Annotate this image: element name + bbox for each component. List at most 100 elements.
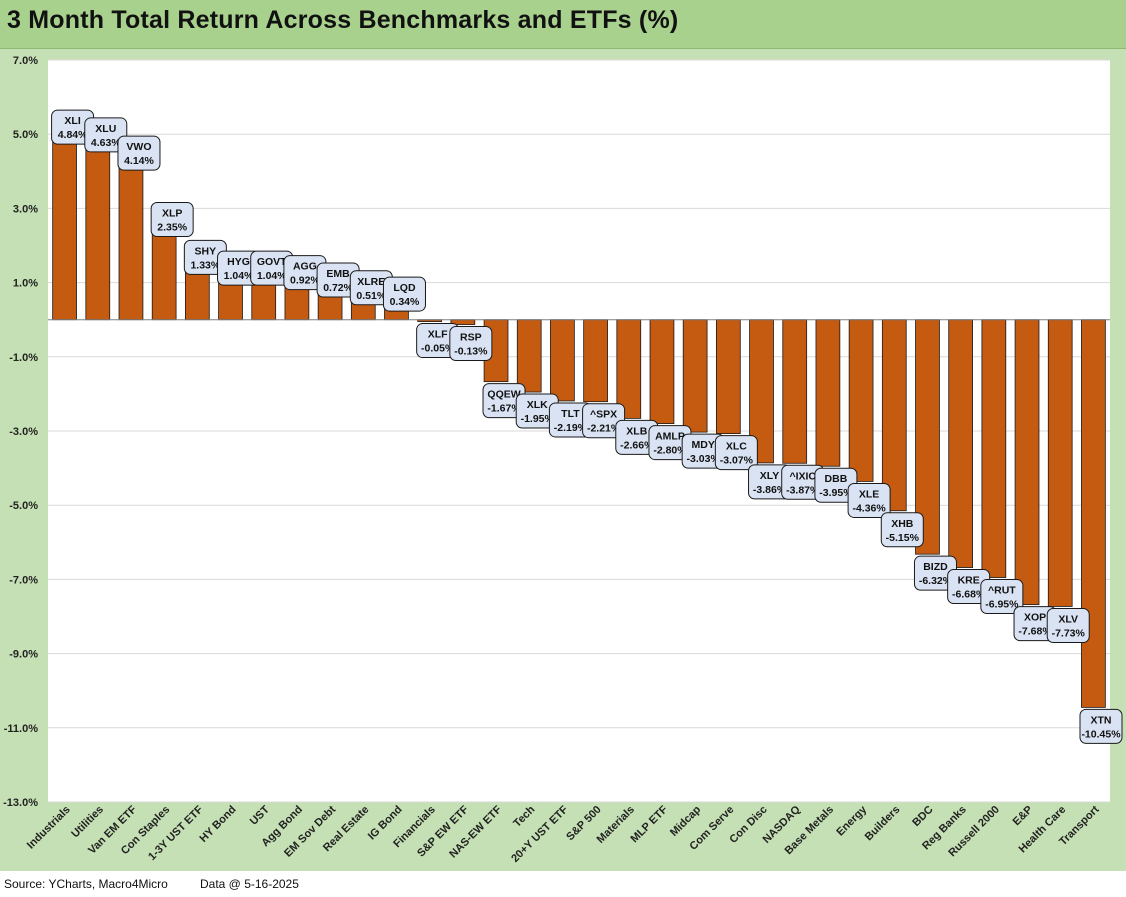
- x-tick-label: Builders: [863, 804, 903, 844]
- data-label-ticker: HYG: [227, 256, 250, 268]
- data-label: ^SPX -2.21%: [582, 403, 626, 439]
- data-label-value: -2.21%: [587, 423, 621, 435]
- data-label-ticker: TLT: [561, 408, 580, 420]
- bar: [782, 319, 808, 464]
- bar: [1081, 319, 1106, 708]
- data-label: AMLP -2.80%: [648, 425, 692, 461]
- data-label-ticker: XHB: [891, 518, 914, 530]
- data-label-value: -1.67%: [487, 403, 521, 415]
- data-label: SHY 1.33%: [183, 239, 227, 275]
- data-label: XLY -3.86%: [748, 464, 792, 500]
- data-label: XLU 4.63%: [84, 117, 128, 153]
- bar: [881, 319, 907, 512]
- data-label-value: 4.14%: [124, 155, 154, 167]
- data-label: XOP -7.68%: [1013, 606, 1057, 642]
- title-bar: 3 Month Total Return Across Benchmarks a…: [0, 0, 1126, 49]
- data-label-value: -3.87%: [786, 484, 820, 496]
- data-label-ticker: XLB: [626, 425, 647, 437]
- page-title: 3 Month Total Return Across Benchmarks a…: [7, 6, 679, 34]
- bar: [848, 319, 874, 482]
- data-label-box: [382, 276, 426, 312]
- data-label-value: -3.03%: [687, 453, 721, 465]
- data-label-value: 4.84%: [58, 129, 88, 141]
- bar: [251, 280, 277, 321]
- data-label: GOVT 1.04%: [250, 250, 294, 286]
- data-label-value: 1.33%: [190, 259, 220, 271]
- data-label-box: [980, 579, 1024, 615]
- data-label-ticker: XTN: [1091, 714, 1112, 726]
- bar: [583, 319, 608, 403]
- data-label: AGG 0.92%: [283, 255, 327, 291]
- data-label: XHB -5.15%: [880, 512, 924, 548]
- data-label-value: 1.04%: [224, 270, 254, 282]
- data-label-ticker: XLU: [95, 123, 116, 135]
- bar: [1047, 319, 1073, 607]
- data-label-value: -2.19%: [554, 422, 588, 434]
- data-label: XTN -10.45%: [1079, 708, 1123, 744]
- data-label-ticker: DBB: [825, 473, 848, 485]
- data-label-ticker: LQD: [393, 282, 416, 294]
- data-label-value: -3.95%: [819, 487, 853, 499]
- bar: [981, 319, 1007, 578]
- x-tick-label: Tech: [511, 803, 537, 829]
- x-tick-label: BDC: [910, 804, 935, 829]
- data-label: XLB -2.66%: [615, 419, 659, 455]
- data-label: KRE -6.68%: [947, 569, 991, 605]
- data-label: LQD 0.34%: [382, 276, 426, 312]
- data-label: TLT -2.19%: [548, 402, 592, 438]
- x-tick-label: UST: [248, 803, 272, 827]
- data-label-value: 0.72%: [323, 282, 353, 294]
- data-label-ticker: KRE: [958, 575, 980, 587]
- data-label-box: [117, 135, 161, 171]
- data-label-ticker: XLE: [859, 488, 879, 500]
- y-tick-label: -3.0%: [9, 426, 38, 438]
- y-tick-label: 5.0%: [13, 129, 38, 141]
- data-label-value: -0.13%: [454, 346, 488, 358]
- bar: [550, 319, 575, 402]
- data-label-box: [880, 512, 924, 548]
- data-label-value: -1.95%: [521, 413, 555, 425]
- data-label-box: [84, 117, 128, 153]
- data-label-value: -4.36%: [852, 502, 886, 514]
- data-label: XLP 2.35%: [150, 202, 194, 238]
- bar: [118, 165, 144, 321]
- chart-frame: 7.0% 5.0% 3.0% 1.0% -1.0% -3.0% -5.0% -7.0% -9.0…: [0, 49, 1126, 871]
- data-label-value: -2.66%: [620, 439, 654, 451]
- y-tick-label: -5.0%: [9, 500, 38, 512]
- data-label-box: [150, 202, 194, 238]
- data-label-value: -3.07%: [720, 455, 754, 467]
- y-tick-label: -11.0%: [4, 723, 38, 735]
- data-label: XLC -3.07%: [714, 435, 758, 471]
- data-label-value: -2.80%: [653, 445, 687, 457]
- x-tick-label: E&P: [1011, 804, 1035, 828]
- x-tick-label: MLP ETF: [628, 803, 670, 845]
- data-label-value: 0.92%: [290, 275, 320, 287]
- x-tick-label: Industrials: [25, 804, 73, 852]
- data-label-ticker: XLF: [428, 329, 448, 341]
- data-label-value: 0.51%: [356, 290, 386, 302]
- data-label-box: [1079, 708, 1123, 744]
- data-label-ticker: AMLP: [655, 431, 685, 443]
- data-label: QQEW -1.67%: [482, 383, 526, 419]
- data-label-value: -0.05%: [421, 343, 455, 355]
- data-label-ticker: ^IXIC: [789, 470, 816, 482]
- data-label-box: [847, 482, 891, 518]
- data-label-value: -7.68%: [1018, 626, 1052, 638]
- data-label: XLK -1.95%: [515, 393, 559, 429]
- data-label-ticker: XOP: [1024, 612, 1046, 624]
- data-label: DBB -3.95%: [814, 467, 858, 503]
- data-label-value: 1.04%: [257, 270, 287, 282]
- source-note: Source: YCharts, Macro4Micro: [4, 877, 168, 891]
- data-label: ^IXIC -3.87%: [781, 464, 825, 500]
- y-tick-label: -1.0%: [9, 352, 38, 364]
- data-label: BIZD -6.32%: [913, 555, 957, 591]
- bar: [682, 319, 708, 433]
- bar: [948, 319, 974, 568]
- footer: Source: YCharts, Macro4Micro Data @ 5-16…: [0, 871, 1126, 897]
- data-label: ^RUT -6.95%: [980, 579, 1024, 615]
- data-label-ticker: GOVT: [257, 256, 287, 268]
- data-label-value: -7.73%: [1052, 627, 1086, 639]
- data-label-box: [714, 435, 758, 471]
- data-label-ticker: RSP: [460, 332, 482, 344]
